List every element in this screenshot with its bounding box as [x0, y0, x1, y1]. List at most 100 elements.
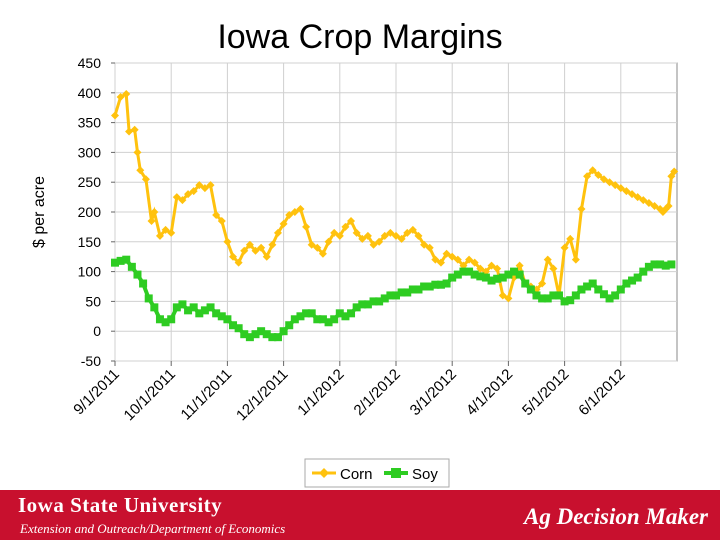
data-point — [594, 171, 603, 180]
data-point — [386, 291, 395, 300]
data-point — [245, 240, 254, 249]
data-point — [470, 258, 479, 267]
data-point — [217, 216, 226, 225]
data-point — [144, 294, 153, 303]
data-point — [560, 297, 569, 306]
data-point — [431, 280, 440, 289]
data-point — [251, 330, 260, 339]
data-point — [296, 312, 305, 321]
data-point — [200, 184, 209, 193]
data-point — [290, 315, 299, 324]
data-point — [515, 270, 524, 279]
data-point — [408, 225, 417, 234]
data-point — [352, 303, 361, 312]
data-point — [465, 267, 474, 276]
data-point — [633, 193, 642, 202]
data-point — [178, 196, 187, 205]
data-point — [420, 282, 429, 291]
data-point — [392, 231, 400, 240]
data-point — [453, 255, 462, 264]
data-point — [347, 216, 356, 225]
data-point — [639, 196, 648, 205]
x-tick-label: 2/1/2012 — [351, 366, 404, 419]
data-point — [380, 294, 389, 303]
chart: -50 0 50 100 150 200 250 300 350 400 450 9/1/201110… — [31, 55, 679, 488]
data-point — [554, 291, 563, 300]
legend-marker-corn — [319, 468, 329, 478]
data-point — [571, 255, 580, 264]
data-point — [307, 240, 316, 249]
data-point — [262, 252, 271, 261]
y-tick-label: 0 — [93, 323, 101, 339]
data-point — [341, 312, 350, 321]
y-tick-label: 50 — [85, 293, 101, 309]
data-point — [189, 187, 198, 196]
data-point — [639, 267, 648, 276]
data-point — [664, 202, 673, 211]
data-point — [577, 205, 586, 214]
data-point — [498, 291, 507, 300]
data-point — [111, 111, 119, 120]
y-tick-label: 350 — [78, 115, 102, 131]
data-point — [257, 327, 266, 336]
data-point — [487, 276, 496, 285]
data-point — [493, 274, 502, 283]
data-point — [566, 234, 575, 243]
data-point — [178, 300, 187, 309]
data-point — [155, 231, 164, 240]
data-point — [656, 260, 665, 269]
data-point — [127, 262, 136, 271]
data-point — [302, 309, 311, 318]
data-point — [380, 231, 389, 240]
x-tick-label: 1/1/2012 — [294, 366, 347, 419]
data-point — [122, 255, 131, 264]
data-point — [633, 273, 642, 282]
university-name: Iowa State University — [18, 493, 223, 517]
data-point — [240, 330, 249, 339]
x-tick-label: 9/1/2011 — [70, 366, 123, 419]
data-point — [206, 303, 215, 312]
data-point — [599, 290, 608, 299]
data-point — [599, 175, 608, 184]
data-point — [172, 303, 181, 312]
data-point — [167, 315, 176, 324]
data-point — [583, 282, 592, 291]
data-point — [122, 89, 131, 98]
series-soy — [111, 255, 676, 342]
data-point — [577, 285, 586, 294]
data-point — [358, 300, 367, 309]
data-point — [436, 258, 445, 267]
y-tick-label: 450 — [78, 55, 102, 71]
data-point — [571, 291, 580, 300]
y-tick-label: 100 — [78, 264, 102, 280]
y-tick-label: 200 — [78, 204, 102, 220]
data-point — [436, 280, 445, 289]
data-point — [296, 205, 305, 214]
data-point — [212, 309, 221, 318]
data-point — [431, 255, 440, 264]
data-point — [229, 321, 238, 330]
data-point — [189, 303, 198, 312]
legend-marker-soy — [391, 468, 401, 478]
data-point — [459, 267, 468, 276]
data-point — [521, 279, 530, 288]
data-point — [504, 270, 513, 279]
x-tick-label: 4/1/2012 — [463, 366, 516, 419]
data-point — [167, 228, 176, 237]
x-tick-label: 6/1/2012 — [575, 366, 628, 419]
data-point — [628, 276, 637, 285]
data-point — [616, 285, 625, 294]
data-point — [223, 237, 232, 246]
page-title: Iowa Crop Margins — [217, 18, 503, 56]
data-point — [313, 315, 322, 324]
data-point — [268, 333, 277, 342]
data-point — [257, 243, 266, 252]
legend: Corn Soy — [304, 458, 450, 488]
data-point — [136, 166, 145, 175]
data-point — [442, 279, 451, 288]
data-point — [155, 315, 164, 324]
data-point — [285, 210, 294, 219]
data-point — [279, 219, 288, 228]
x-tick-label: 10/1/2011 — [121, 366, 179, 424]
data-point — [403, 228, 412, 237]
